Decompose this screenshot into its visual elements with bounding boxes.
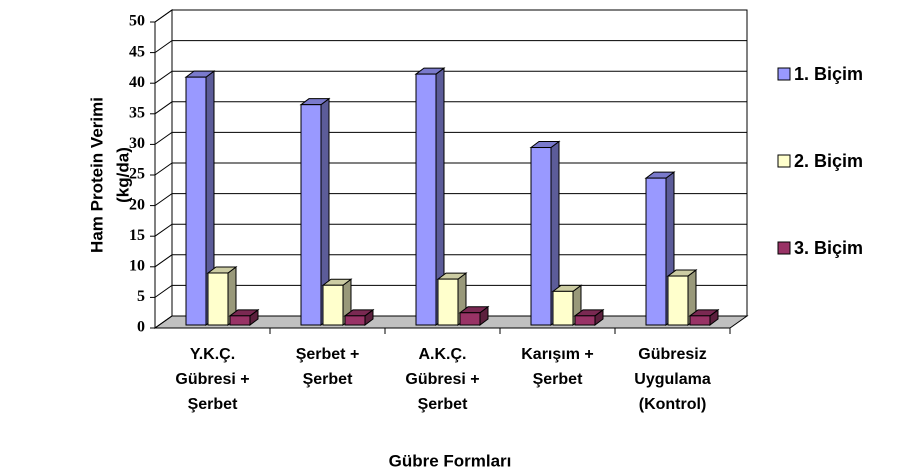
- bar: [185, 76, 207, 326]
- y-axis-label-line: (kg/da): [113, 147, 132, 203]
- x-tick-label: Gübresi +: [405, 371, 479, 388]
- legend-swatch: [777, 241, 791, 255]
- bar: [530, 147, 552, 326]
- grid-line: [154, 40, 747, 54]
- y-axis-label-line: Ham Protein Verimi: [87, 97, 106, 253]
- bar: [300, 104, 322, 326]
- bar: [552, 290, 574, 326]
- y-tick-label: 40: [129, 74, 145, 91]
- legend-label: 2. Biçim: [794, 151, 863, 171]
- x-tick-label: Y.K.Ç.: [190, 346, 235, 363]
- y-axis-label: Ham Protein Verimi (kg/da): [87, 97, 132, 253]
- bar: [344, 315, 366, 326]
- y-tick-label: 50: [129, 13, 145, 30]
- bar: [229, 315, 251, 326]
- x-tick-label: Uygulama: [634, 371, 711, 388]
- bar: [689, 315, 711, 326]
- y-tick-label: 5: [137, 288, 145, 305]
- x-tick-label: A.K.Ç.: [419, 346, 467, 363]
- y-tick-label: 20: [129, 196, 145, 213]
- grid-line: [154, 70, 747, 84]
- x-tick-label: Şerbet: [418, 396, 468, 413]
- grid-line: [154, 9, 747, 23]
- legend-swatch: [777, 154, 791, 168]
- x-tick-label: Şerbet: [533, 371, 583, 388]
- bar: [322, 284, 344, 326]
- x-tick-label: Şerbet: [188, 396, 238, 413]
- bar: [459, 312, 481, 326]
- x-tick-label: Gübresiz: [638, 346, 706, 363]
- legend-label: 1. Biçim: [794, 64, 863, 84]
- bar: [645, 177, 667, 326]
- grid-line: [154, 131, 747, 145]
- bar: [574, 315, 596, 326]
- grid-line: [154, 101, 747, 115]
- y-tick-label: 45: [129, 43, 145, 60]
- legend-label: 3. Biçim: [794, 238, 863, 258]
- bar: [667, 275, 689, 326]
- legend-swatch: [777, 67, 791, 81]
- x-tick-label: Karışım +: [521, 346, 593, 363]
- x-tick-label: Şerbet +: [296, 346, 360, 363]
- bar: [207, 272, 229, 326]
- y-tick-label: 30: [129, 135, 145, 152]
- x-tick-label: (Kontrol): [639, 396, 707, 413]
- x-axis-label: Gübre Formları: [389, 451, 512, 470]
- y-tick-label: 10: [129, 257, 145, 274]
- bar: [415, 73, 437, 326]
- x-tick-label: Gübresi +: [175, 371, 249, 388]
- x-tick-label: Şerbet: [303, 371, 353, 388]
- y-tick-label: 25: [129, 166, 145, 183]
- y-tick-label: 15: [129, 227, 145, 244]
- y-tick-label: 0: [137, 319, 145, 336]
- y-tick-label: 35: [129, 104, 145, 121]
- bar: [437, 278, 459, 326]
